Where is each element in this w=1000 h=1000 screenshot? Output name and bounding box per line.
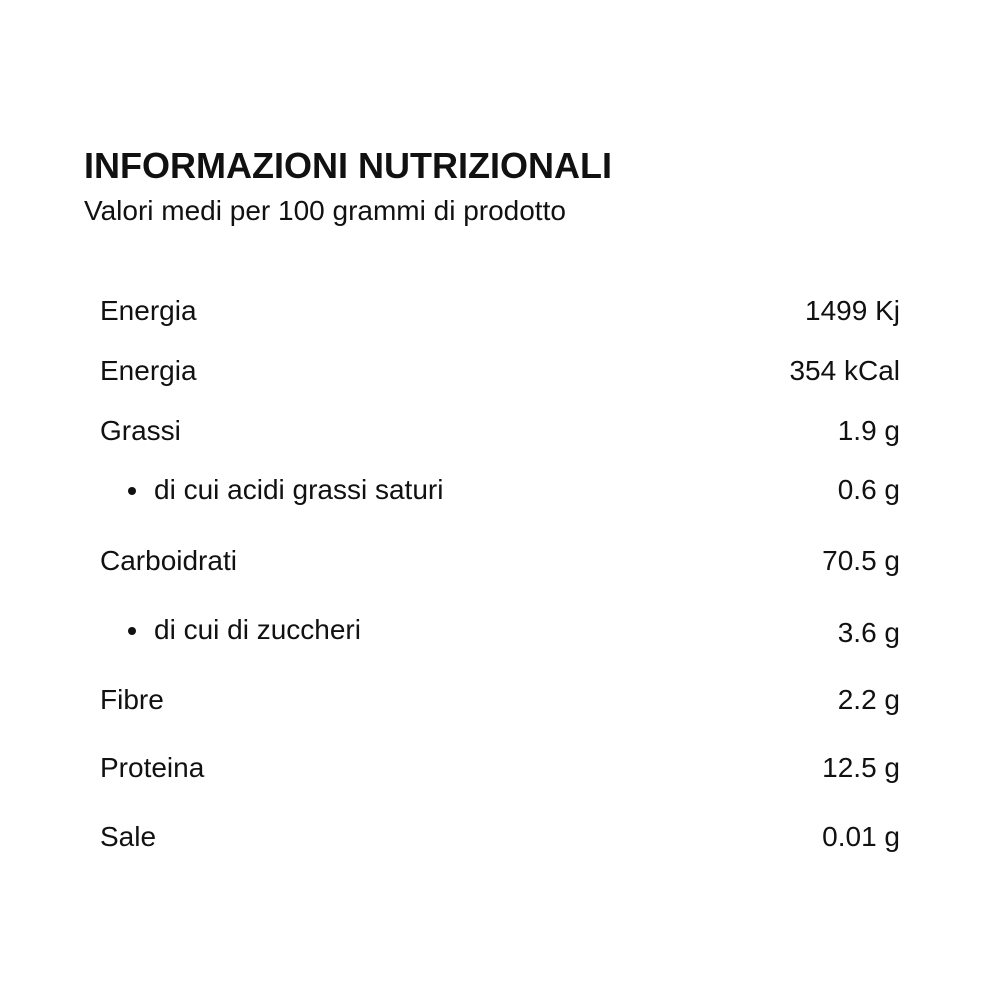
table-row: Energia 1499 Kj xyxy=(100,295,900,327)
table-row: Carboidrati 70.5 g xyxy=(100,545,900,577)
row-label: di cui di zuccheri xyxy=(154,614,361,645)
bullet-icon xyxy=(128,627,136,635)
page-title: INFORMAZIONI NUTRIZIONALI xyxy=(84,145,612,186)
table-row-sub: di cui acidi grassi saturi 0.6 g xyxy=(100,474,900,506)
row-label: Carboidrati xyxy=(100,545,237,576)
row-label: di cui acidi grassi saturi xyxy=(154,474,444,505)
row-value: 12.5 g xyxy=(822,752,900,783)
row-label: Grassi xyxy=(100,415,181,446)
row-label: Fibre xyxy=(100,684,164,715)
table-row: Proteina 12.5 g xyxy=(100,752,900,784)
table-row: Energia 354 kCal xyxy=(100,355,900,387)
row-value: 3.6 g xyxy=(837,617,900,648)
row-label: Sale xyxy=(100,821,157,852)
row-value: 70.5 g xyxy=(822,545,900,576)
row-value: 0.01 g xyxy=(822,821,900,852)
table-row: Fibre 2.2 g xyxy=(100,684,900,716)
row-value: 354 kCal xyxy=(789,355,900,386)
row-value: 0.6 g xyxy=(837,474,900,505)
row-label: Proteina xyxy=(100,752,205,783)
row-value: 2.2 g xyxy=(837,684,900,715)
row-label: Energia xyxy=(100,355,197,386)
row-value: 1499 Kj xyxy=(805,295,900,326)
table-row-sub: di cui di zuccheri 3.6 g xyxy=(100,614,900,648)
row-label: Energia xyxy=(100,295,197,326)
table-row: Grassi 1.9 g xyxy=(100,415,900,447)
table-row: Sale 0.01 g xyxy=(100,821,900,853)
row-value: 1.9 g xyxy=(837,415,900,446)
bullet-icon xyxy=(128,487,136,495)
page-subtitle: Valori medi per 100 grammi di prodotto xyxy=(84,195,566,226)
